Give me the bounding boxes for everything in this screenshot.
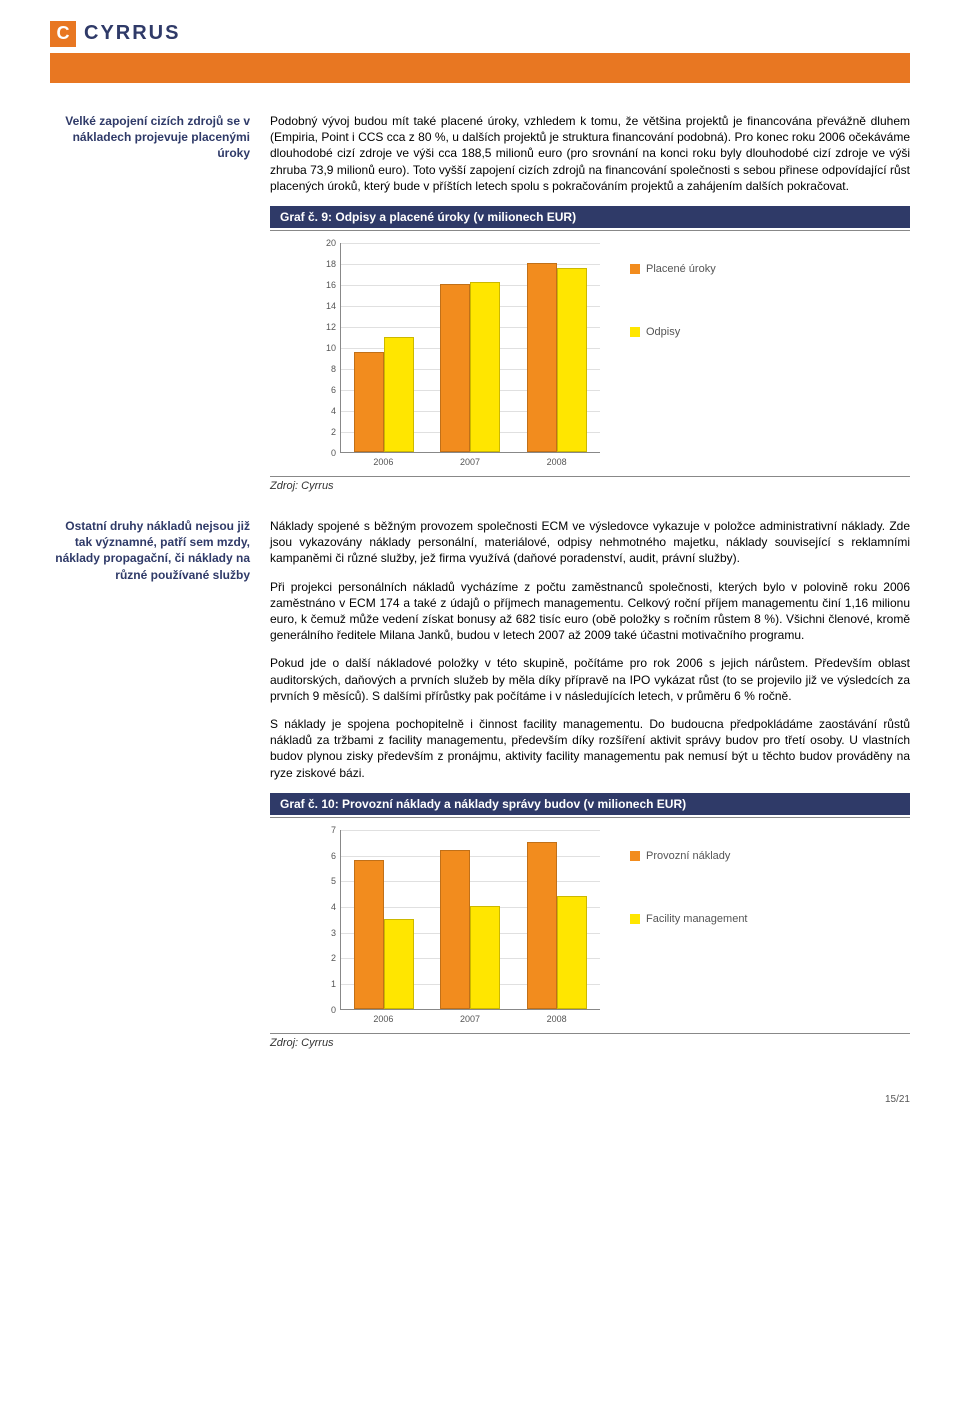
chart-y-tick-label: 5	[331, 875, 341, 887]
side-note-2: Ostatní druhy nákladů nejsou již tak výz…	[50, 518, 250, 583]
chart-y-tick-label: 18	[326, 258, 341, 270]
chart-bar	[557, 268, 587, 452]
legend-swatch	[630, 851, 640, 861]
chart-x-tick-label: 2006	[340, 1013, 427, 1025]
chart-2-title: Graf č. 10: Provozní náklady a náklady s…	[270, 793, 910, 815]
chart-bar	[440, 850, 470, 1009]
chart-bar	[354, 860, 384, 1009]
chart-2: 01234567 200620072008 Provozní náklady Fac…	[340, 830, 910, 1025]
chart-1-title: Graf č. 9: Odpisy a placené úroky (v mil…	[270, 206, 910, 228]
chart-x-tick-label: 2007	[427, 456, 514, 468]
paragraph-3: Při projekci personálních nákladů vycház…	[270, 579, 910, 644]
chart-y-tick-label: 4	[331, 405, 341, 417]
chart-y-tick-label: 0	[331, 447, 341, 459]
bar-group	[514, 842, 600, 1009]
chart-y-tick-label: 8	[331, 363, 341, 375]
legend-label: Odpisy	[646, 326, 680, 339]
chart-bar	[470, 906, 500, 1009]
logo-mark: C	[50, 21, 76, 47]
chart-bar	[384, 337, 414, 453]
bar-group	[341, 860, 427, 1009]
paragraph-2: Náklady spojené s běžným provozem společ…	[270, 518, 910, 567]
bar-group	[427, 850, 513, 1009]
chart-bar	[384, 919, 414, 1009]
legend-label: Placené úroky	[646, 263, 716, 276]
chart-bar	[470, 282, 500, 452]
legend-item: Provozní náklady	[630, 850, 748, 863]
paragraph-1: Podobný vývoj budou mít také placené úro…	[270, 113, 910, 194]
chart-bars-layer	[341, 830, 600, 1009]
paragraph-5: S náklady je spojena pochopitelně i činn…	[270, 716, 910, 781]
header-band	[50, 53, 910, 83]
chart-y-tick-label: 14	[326, 300, 341, 312]
chart-y-tick-label: 12	[326, 321, 341, 333]
chart-plot: 02468101214161820	[340, 243, 600, 453]
legend-swatch	[630, 264, 640, 274]
chart-x-tick-label: 2006	[340, 456, 427, 468]
chart-bar	[557, 896, 587, 1009]
chart-y-tick-label: 7	[331, 824, 341, 836]
logo-text: CYRRUS	[84, 20, 180, 47]
legend-item: Facility management	[630, 913, 748, 926]
bar-group	[427, 282, 513, 452]
chart-bar	[354, 352, 384, 452]
chart-plot: 01234567	[340, 830, 600, 1010]
legend-label: Facility management	[646, 913, 748, 926]
chart-y-tick-label: 10	[326, 342, 341, 354]
page-number: 15/21	[50, 1093, 910, 1107]
side-note-1: Velké zapojení cizích zdrojů se v náklad…	[50, 113, 250, 162]
legend-item: Odpisy	[630, 326, 716, 339]
chart-1-source: Zdroj: Cyrrus	[270, 476, 910, 494]
chart-x-tick-label: 2008	[513, 1013, 600, 1025]
bar-group	[341, 337, 427, 453]
chart-1: 02468101214161820 200620072008 Placené úr…	[340, 243, 910, 468]
paragraph-4: Pokud jde o další nákladové položky v té…	[270, 655, 910, 704]
chart-2-source: Zdroj: Cyrrus	[270, 1033, 910, 1051]
legend-swatch	[630, 327, 640, 337]
chart-y-tick-label: 3	[331, 927, 341, 939]
brand-logo: C CYRRUS	[50, 20, 910, 53]
chart-y-tick-label: 2	[331, 952, 341, 964]
legend-label: Provozní náklady	[646, 850, 730, 863]
chart-y-tick-label: 20	[326, 237, 341, 249]
chart-x-tick-label: 2007	[427, 1013, 514, 1025]
chart-bar	[527, 263, 557, 452]
chart-x-tick-label: 2008	[513, 456, 600, 468]
divider	[270, 817, 910, 818]
chart-bar	[527, 842, 557, 1009]
legend-item: Placené úroky	[630, 263, 716, 276]
chart-x-labels: 200620072008	[340, 456, 600, 468]
chart-y-tick-label: 4	[331, 901, 341, 913]
chart-y-tick-label: 1	[331, 978, 341, 990]
chart-y-tick-label: 6	[331, 850, 341, 862]
chart-bars-layer	[341, 243, 600, 452]
chart-bar	[440, 284, 470, 452]
chart-x-labels: 200620072008	[340, 1013, 600, 1025]
chart-y-tick-label: 0	[331, 1004, 341, 1016]
chart-y-tick-label: 6	[331, 384, 341, 396]
bar-group	[514, 263, 600, 452]
chart-y-tick-label: 16	[326, 279, 341, 291]
legend-swatch	[630, 914, 640, 924]
chart-y-tick-label: 2	[331, 426, 341, 438]
divider	[270, 230, 910, 231]
